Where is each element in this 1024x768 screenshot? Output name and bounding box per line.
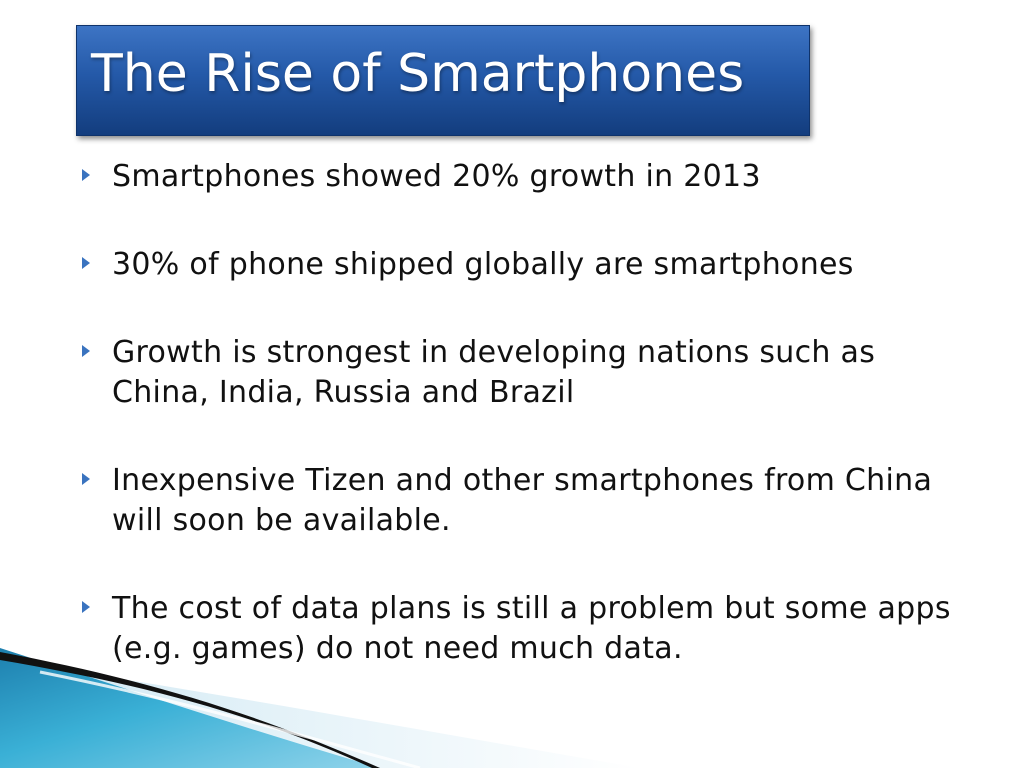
triangle-bullet-icon [82, 601, 90, 613]
bullet-text: 30% of phone shipped globally are smartp… [112, 247, 854, 282]
slide-title: The Rise of Smartphones [91, 44, 745, 104]
triangle-bullet-icon [82, 345, 90, 357]
bullet-text: Growth is strongest in developing nation… [112, 335, 876, 410]
triangle-bullet-icon [82, 473, 90, 485]
triangle-bullet-icon [82, 169, 90, 181]
bullet-text: Inexpensive Tizen and other smartphones … [112, 463, 933, 538]
title-bar: The Rise of Smartphones [76, 25, 810, 136]
bullet-text: The cost of data plans is still a proble… [112, 591, 951, 666]
triangle-bullet-icon [82, 257, 90, 269]
bullet-text: Smartphones showed 20% growth in 2013 [112, 159, 761, 194]
